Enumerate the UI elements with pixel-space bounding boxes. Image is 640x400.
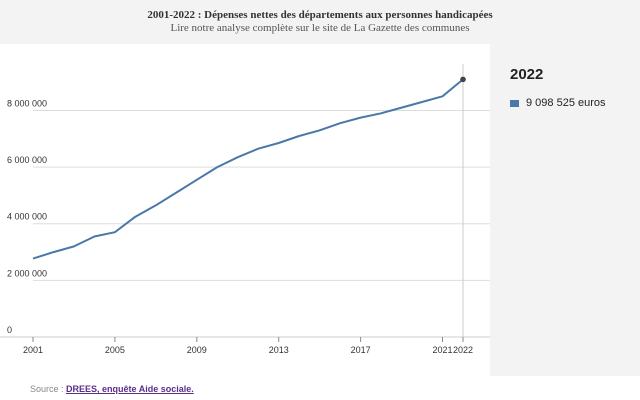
data-point bbox=[236, 155, 240, 159]
highlighted-point bbox=[460, 76, 466, 83]
data-point bbox=[31, 257, 35, 261]
x-tick-label: 2022 bbox=[453, 345, 473, 355]
data-point bbox=[195, 178, 199, 182]
source-prefix: Source : bbox=[30, 384, 67, 394]
x-tick-label: 2017 bbox=[351, 345, 371, 355]
x-tick-label: 2013 bbox=[269, 345, 289, 355]
data-point bbox=[113, 230, 117, 234]
data-point bbox=[174, 191, 178, 195]
line-chart[interactable]: 0 2 000 000 4 000 000 6 000 000 8 000 000 200… bbox=[0, 44, 490, 376]
data-point bbox=[133, 215, 137, 219]
tooltip-panel: 2022 9 098 525 euros bbox=[490, 44, 640, 376]
x-tick-label: 2021 bbox=[433, 345, 453, 355]
data-point bbox=[400, 106, 404, 110]
data-point bbox=[154, 203, 158, 207]
panel-value: 9 098 525 euros bbox=[526, 97, 606, 109]
data-point bbox=[51, 250, 55, 254]
data-point bbox=[297, 134, 301, 138]
x-tick-label: 2005 bbox=[105, 345, 125, 355]
y-tick-label: 8 000 000 bbox=[7, 98, 47, 108]
data-point bbox=[318, 128, 322, 132]
chart-header: 2001-2022 : Dépenses nettes des départem… bbox=[0, 0, 640, 44]
data-point bbox=[420, 100, 424, 104]
x-tick-label: 2009 bbox=[187, 345, 207, 355]
data-point bbox=[338, 121, 342, 125]
chart-subtitle[interactable]: Lire notre analyse complète sur le site … bbox=[170, 22, 470, 34]
data-point bbox=[92, 234, 96, 238]
data-point bbox=[277, 141, 281, 145]
data-point bbox=[215, 165, 219, 169]
x-tick-label: 2001 bbox=[23, 345, 43, 355]
y-tick-label: 6 000 000 bbox=[7, 155, 47, 165]
legend-swatch bbox=[510, 99, 519, 107]
y-tick-label: 2 000 000 bbox=[7, 268, 47, 278]
data-point bbox=[359, 116, 363, 120]
series-line bbox=[32, 78, 464, 260]
y-tick-label: 0 bbox=[7, 325, 12, 335]
y-tick-label: 4 000 000 bbox=[7, 212, 47, 222]
data-point bbox=[72, 244, 76, 248]
source-note: Source : DREES, enquête Aide sociale. bbox=[30, 384, 194, 394]
source-link[interactable]: DREES, enquête Aide sociale. bbox=[66, 384, 194, 394]
data-point bbox=[441, 94, 445, 98]
panel-year: 2022 bbox=[510, 66, 544, 83]
chart-title: 2001-2022 : Dépenses nettes des départem… bbox=[147, 9, 493, 21]
panel-legend-item: 9 098 525 euros bbox=[510, 97, 606, 109]
data-point bbox=[256, 147, 260, 151]
data-point bbox=[379, 111, 383, 115]
